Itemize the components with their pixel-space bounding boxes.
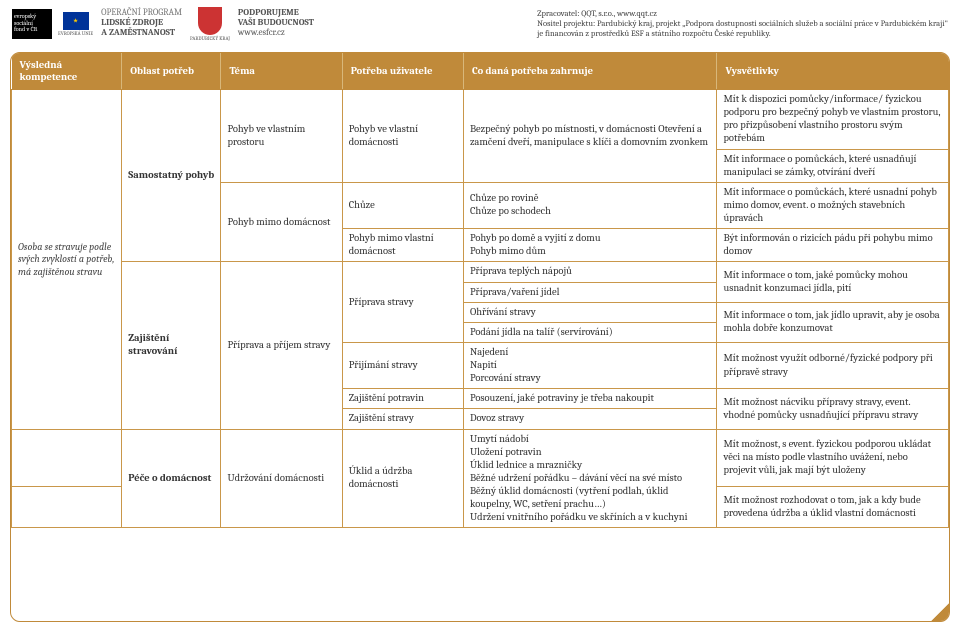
cell-vysvetlivky: Mít informace o pomůckách, které usnadňu… bbox=[717, 149, 949, 182]
cell-potreba: Přijímání stravy bbox=[342, 342, 463, 388]
pk-label: PARDUBICKÝ KRAJ bbox=[190, 36, 230, 42]
cell-vysvetlivky: Mít možnost využít odborné/fyzické podpo… bbox=[717, 342, 949, 388]
cell-tema: Pohyb mimo domácnost bbox=[221, 182, 342, 262]
support-line: VAŠI BUDOUCNOST bbox=[238, 18, 314, 28]
cell-zahrnuje: Podání jídla na talíř (servírování) bbox=[463, 322, 717, 342]
eu-flag-icon bbox=[63, 12, 89, 30]
cell-vysvetlivky: Mít informace o tom, jak jídlo upravit, … bbox=[717, 302, 949, 342]
cell-zahrnuje: Ohřívání stravy bbox=[463, 302, 717, 322]
cell-zahrnuje: Najedení Napití Porcování stravy bbox=[463, 342, 717, 388]
cell-potreba: Příprava stravy bbox=[342, 262, 463, 343]
table-row: Osoba se stravuje podle svých zvyklostí … bbox=[12, 90, 949, 150]
content-frame: Výsledná kompetence Oblast potřeb Téma P… bbox=[10, 52, 950, 622]
table-header-row: Výsledná kompetence Oblast potřeb Téma P… bbox=[12, 53, 949, 90]
cell-potreba: Zajištění stravy bbox=[342, 409, 463, 429]
col-header: Oblast potřeb bbox=[122, 53, 221, 90]
op-line: A ZAMĚSTNANOST bbox=[101, 28, 175, 38]
support-text: PODPORUJEME VAŠI BUDOUCNOST www.esfcr.cz bbox=[238, 9, 314, 39]
op-program-text: OPERAČNÍ PROGRAM LIDSKÉ ZDROJE A ZAMĚSTN… bbox=[101, 9, 182, 39]
page-header: evropský sociální fond v ČR EVROPSKÁ UNI… bbox=[0, 0, 960, 48]
cell-vysvetlivky: Mít informace o pomůckách, které usnadní… bbox=[717, 182, 949, 228]
cell-zahrnuje: Umytí nádobí Uložení potravin Úklid ledn… bbox=[463, 429, 717, 528]
op-line: LIDSKÉ ZDROJE bbox=[101, 18, 163, 28]
cell-vysvetlivky: Mít k dispozici pomůcky/informace/ fyzic… bbox=[717, 90, 949, 150]
cell-potreba: Úklid a údržba domácnosti bbox=[342, 429, 463, 528]
header-project-info: Zpracovatel: QQT, s.r.o., www.qqt.cz Nos… bbox=[537, 9, 948, 40]
cell-potreba: Pohyb ve vlastní domácnosti bbox=[342, 90, 463, 183]
cell-tema: Udržování domácnosti bbox=[221, 429, 342, 528]
cell-vysvetlivky: Mít možnost nácviku přípravy stravy, eve… bbox=[717, 389, 949, 429]
cell-zahrnuje: Pohyb po domě a vyjití z domu Pohyb mimo… bbox=[463, 229, 717, 262]
cell-zahrnuje: Posouzení, jaké potraviny je třeba nakou… bbox=[463, 389, 717, 409]
cell-vysvetlivky: Mít možnost, s event. fyzickou podporou … bbox=[717, 429, 949, 487]
cell-zahrnuje: Chůze po rovině Chůze po schodech bbox=[463, 182, 717, 228]
cell-zahrnuje: Příprava/vaření jídel bbox=[463, 282, 717, 302]
page-corner-icon bbox=[931, 603, 949, 621]
cell-oblast: Zajištění stravování bbox=[122, 262, 221, 429]
col-header: Vysvětlivky bbox=[717, 53, 949, 90]
eu-label: EVROPSKÁ UNIE bbox=[58, 31, 93, 37]
cell-potreba: Chůze bbox=[342, 182, 463, 228]
col-header: Co daná potřeba zahrnuje bbox=[463, 53, 717, 90]
table-row: Péče o domácnost Udržování domácnosti Úk… bbox=[12, 429, 949, 487]
cell-kompetence: Osoba se stravuje podle svých zvyklostí … bbox=[12, 90, 122, 430]
cell-tema: Příprava a příjem stravy bbox=[221, 262, 342, 429]
cell-tema: Pohyb ve vlastním prostoru bbox=[221, 90, 342, 183]
esf-logo-block: evropský sociální fond v ČR EVROPSKÁ UNI… bbox=[12, 9, 93, 39]
op-line: OPERAČNÍ PROGRAM bbox=[101, 8, 182, 18]
header-line: Nositel projektu: Pardubický kraj, proje… bbox=[537, 19, 948, 29]
cell-zahrnuje: Dovoz stravy bbox=[463, 409, 717, 429]
cell-zahrnuje: Bezpečný pohyb po místnosti, v domácnost… bbox=[463, 90, 717, 183]
esf-icon: evropský sociální fond v ČR bbox=[12, 9, 52, 39]
support-line: PODPORUJEME bbox=[238, 8, 299, 18]
pardubicky-kraj-icon bbox=[198, 7, 222, 35]
cell-oblast: Péče o domácnost bbox=[122, 429, 221, 528]
table-row: Zajištění stravování Příprava a příjem s… bbox=[12, 262, 949, 282]
col-header: Výsledná kompetence bbox=[12, 53, 122, 90]
cell-vysvetlivky: Být informován o rizicích pádu při pohyb… bbox=[717, 229, 949, 262]
col-header: Potřeba uživatele bbox=[342, 53, 463, 90]
support-url: www.esfcr.cz bbox=[238, 28, 285, 38]
cell-vysvetlivky: Mít možnost rozhodovat o tom, jak a kdy … bbox=[717, 487, 949, 528]
header-line: Zpracovatel: QQT, s.r.o., www.qqt.cz bbox=[537, 9, 948, 19]
col-header: Téma bbox=[221, 53, 342, 90]
competence-table: Výsledná kompetence Oblast potřeb Téma P… bbox=[11, 53, 949, 528]
cell-potreba: Zajištění potravin bbox=[342, 389, 463, 409]
cell-zahrnuje: Příprava teplých nápojů bbox=[463, 262, 717, 282]
cell-oblast: Samostatný pohyb bbox=[122, 90, 221, 262]
cell-vysvetlivky: Mít informace o tom, jaké pomůcky mohou … bbox=[717, 262, 949, 302]
esf-line: fond v ČR bbox=[14, 27, 50, 34]
header-line: je financován z prostředků ESF a státníh… bbox=[537, 29, 948, 39]
cell-potreba: Pohyb mimo vlastní domácnost bbox=[342, 229, 463, 262]
